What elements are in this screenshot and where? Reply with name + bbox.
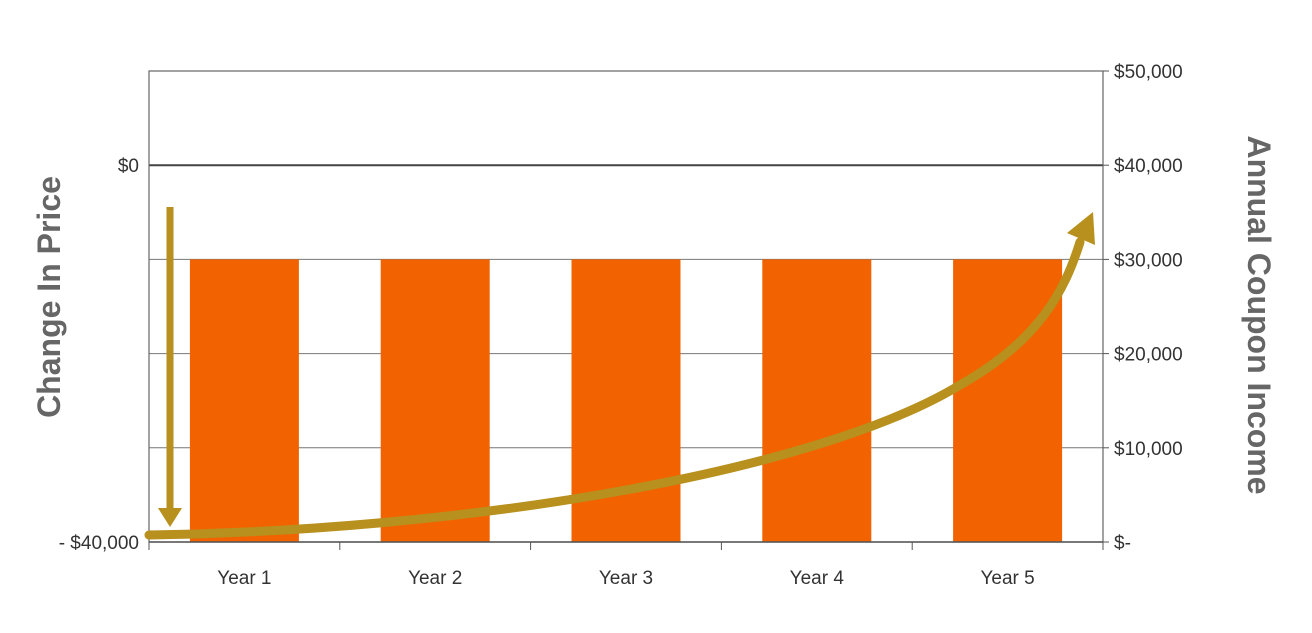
x-tick-label: Year 1 bbox=[217, 568, 271, 589]
right-axis-title: Annual Coupon Income bbox=[1241, 135, 1277, 494]
x-tick-label: Year 5 bbox=[980, 568, 1034, 589]
right-tick-label: $10,000 bbox=[1114, 439, 1183, 460]
coupon-income-curve bbox=[144, 237, 1085, 540]
coupon-income-arrowhead bbox=[1067, 212, 1095, 245]
x-tick-label: Year 2 bbox=[408, 568, 462, 589]
right-tick-label: $30,000 bbox=[1114, 250, 1183, 271]
annotations bbox=[144, 207, 1095, 540]
bar bbox=[953, 259, 1063, 542]
bar bbox=[762, 259, 872, 542]
price-drop-arrowhead bbox=[158, 508, 182, 527]
x-tick-label: Year 3 bbox=[599, 568, 653, 589]
right-tick-label: $50,000 bbox=[1114, 62, 1183, 83]
bars bbox=[189, 259, 1063, 542]
tick-labels: Year 1 Year 2 Year 3 Year 4 Year 5 $0 - $40,00… bbox=[59, 62, 1183, 589]
left-tick-label: - $40,000 bbox=[59, 533, 139, 554]
right-tick-label: $20,000 bbox=[1114, 345, 1183, 366]
right-tick-label: $- bbox=[1114, 533, 1131, 554]
left-tick-label: $0 bbox=[118, 156, 139, 177]
left-axis-title: Change In Price bbox=[31, 176, 67, 418]
axes bbox=[148, 70, 1109, 550]
right-tick-label: $40,000 bbox=[1114, 156, 1183, 177]
x-tick-label: Year 4 bbox=[790, 568, 845, 589]
bar bbox=[189, 259, 299, 542]
bar bbox=[380, 259, 490, 542]
